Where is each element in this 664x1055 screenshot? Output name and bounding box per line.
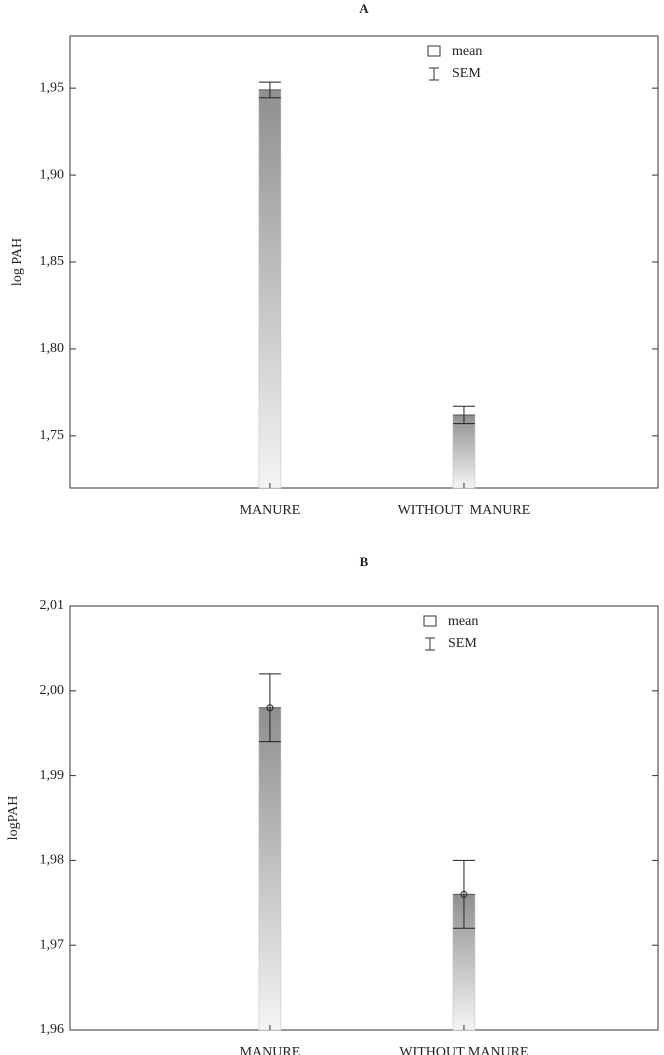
y-tick-label: 1,96 [40, 1022, 65, 1037]
y-tick-label: 1,99 [40, 768, 65, 783]
legend-sem-label: SEM [448, 636, 477, 651]
bar-1 [258, 89, 282, 489]
legend-mean-swatch-icon [423, 615, 437, 627]
y-tick-label: 1,90 [40, 167, 65, 182]
y-tick-label: 1,98 [40, 853, 65, 868]
legend: mean SEM [427, 44, 482, 81]
y-tick-label: 1,95 [40, 80, 65, 95]
y-tick-label: 1,97 [40, 937, 65, 952]
bar-2 [452, 414, 476, 489]
y-tick-label: 2,00 [40, 683, 65, 698]
chart-panel-2: B 1,96 1,97 1,98 1,99 2,00 2,01 logPAH MANURE WIT… [6, 554, 659, 1055]
y-axis-label: logPAH [6, 796, 21, 841]
category-label-2: WITHOUT MANURE [398, 503, 531, 518]
category-label-1: MANURE [240, 1045, 301, 1055]
y-tick-label: 1,80 [40, 341, 65, 356]
chart-title: B [360, 554, 369, 569]
category-label-1: MANURE [240, 503, 301, 518]
legend-mean-swatch-icon [427, 45, 441, 57]
chart-panel-1: A 1,75 1,80 1,85 1,90 1,95 log PAH MANURE WITHOU… [10, 1, 659, 518]
mean-marker-2 [460, 890, 468, 898]
y-axis-label: log PAH [10, 238, 25, 286]
legend: mean SEM [423, 614, 478, 651]
legend-sem-label: SEM [452, 66, 481, 81]
y-tick-label: 1,75 [40, 428, 65, 443]
y-tick-label: 2,01 [40, 598, 65, 613]
y-tick-label: 1,85 [40, 254, 65, 269]
legend-mean-label: mean [448, 614, 478, 629]
mean-marker-1 [266, 704, 274, 712]
plot-frame [69, 35, 659, 489]
bar-1 [258, 707, 282, 1031]
category-label-2: WITHOUT MANURE [399, 1045, 528, 1055]
plot-frame [69, 605, 659, 1031]
legend-mean-label: mean [452, 44, 482, 59]
chart-title: A [359, 1, 369, 16]
